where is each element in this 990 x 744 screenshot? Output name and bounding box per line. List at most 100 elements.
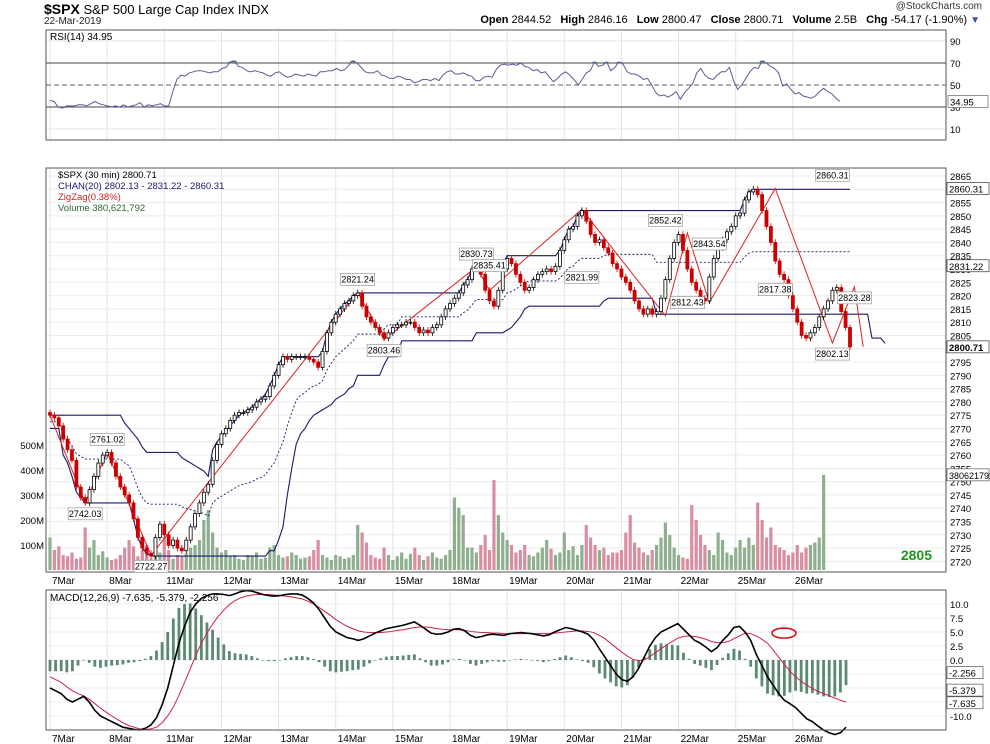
- volume-bar: [527, 555, 531, 570]
- macd-histogram-bar: [810, 660, 814, 694]
- macd-histogram-bar: [670, 644, 674, 660]
- volume-bar: [444, 555, 448, 570]
- price-right-label: 2800.71: [949, 343, 984, 354]
- volume-bar: [479, 545, 483, 570]
- macd-histogram-bar: [631, 660, 635, 678]
- price-y-tick-label: 2760: [950, 451, 971, 462]
- macd-histogram-bar: [777, 660, 781, 697]
- volume-bar: [606, 555, 610, 570]
- macd-histogram-bar: [547, 660, 551, 662]
- price-annotation-label: 2722.27: [135, 561, 168, 571]
- price-annotation-label: 2742.03: [69, 509, 102, 519]
- macd-histogram-bar: [805, 660, 809, 694]
- candle-body: [201, 491, 206, 504]
- volume-bar: [360, 532, 364, 570]
- chg-label: Chg: [866, 14, 888, 26]
- price-annotation-box: [648, 214, 683, 227]
- volume-bar: [294, 555, 298, 570]
- macd-histogram-bar: [838, 660, 842, 693]
- price-annotation-box: [89, 433, 125, 446]
- candle-body: [826, 300, 830, 310]
- green-annotation: 2805: [901, 547, 932, 563]
- price-annotation-label: 2835.41: [473, 261, 506, 271]
- macd-histogram-bar: [76, 660, 80, 666]
- price-y-tick-label: 2770: [950, 424, 971, 435]
- volume-bar: [83, 527, 87, 570]
- candle-body: [408, 321, 413, 324]
- macd-histogram-bar: [82, 660, 86, 661]
- price-y-tick-label: 2810: [950, 318, 971, 329]
- macd-histogram-bar: [519, 658, 523, 660]
- volume-bar: [48, 537, 52, 570]
- volume-bar: [382, 547, 386, 570]
- x-tick-label: 26Mar: [795, 576, 824, 587]
- candle-body: [223, 428, 228, 435]
- chg-value: -54.17 (-1.90%): [890, 14, 968, 26]
- candle-body: [817, 316, 822, 328]
- volume-bar: [501, 532, 505, 570]
- candle-body: [368, 316, 373, 323]
- symbol-name: S&P 500 Large Cap Index: [83, 2, 235, 17]
- candle-body: [96, 462, 101, 477]
- price-right-label-box: [946, 182, 990, 195]
- volume-bar: [386, 555, 391, 570]
- macd-histogram-bar: [502, 660, 506, 662]
- price-y-tick-label: 2815: [950, 305, 971, 316]
- rsi-last-value-label: 34.95: [950, 98, 974, 109]
- volume-bar: [668, 535, 672, 570]
- candle-body: [641, 308, 646, 315]
- candle-body: [298, 356, 303, 359]
- volume-bar: [351, 555, 355, 570]
- candle-body: [562, 239, 567, 251]
- x-tick-label: 20Mar: [566, 576, 595, 587]
- macd-y-tick-label: 2.5: [950, 642, 963, 653]
- rsi-y-tick-label: 10: [950, 125, 961, 136]
- macd-histogram-bar: [749, 660, 753, 667]
- volume-bar: [329, 560, 333, 570]
- volume-bar: [518, 550, 522, 570]
- price-annotation-label: 2812.43: [671, 298, 704, 308]
- candle-body: [390, 327, 395, 334]
- volume-bar: [791, 552, 795, 570]
- close-value: 2800.71: [743, 14, 784, 26]
- macd-histogram-bar: [205, 622, 209, 660]
- macd-histogram-bar: [351, 660, 355, 671]
- macd-histogram-bar: [239, 653, 242, 660]
- candle-body: [514, 263, 518, 275]
- volume-bar: [716, 532, 720, 570]
- zigzag-line: [49, 187, 864, 557]
- volume-bar: [615, 552, 619, 570]
- candle-body: [738, 212, 743, 217]
- candle-body: [804, 335, 808, 339]
- volume-bar: [553, 555, 558, 570]
- volume-last-label: 380621792: [949, 471, 990, 481]
- candle-body: [747, 191, 751, 201]
- dropdown-arrow-icon[interactable]: ▼: [970, 15, 980, 26]
- candle-body: [821, 308, 826, 318]
- volume-bar: [492, 480, 496, 570]
- volume-bar: [646, 555, 650, 570]
- volume-bar: [79, 557, 83, 570]
- macd-histogram-bar: [592, 660, 596, 668]
- candle-body: [751, 188, 756, 193]
- price-y-tick-label: 2790: [950, 371, 971, 382]
- macd-histogram-bar: [345, 660, 349, 672]
- high-label: High: [560, 14, 585, 26]
- macd-histogram-bar: [553, 658, 556, 660]
- macd-histogram-bar: [71, 660, 74, 672]
- volume-last-box: [946, 468, 990, 482]
- volume-bar: [263, 557, 267, 570]
- price-annotation-box: [837, 291, 872, 305]
- candle-body: [404, 321, 408, 326]
- macd-histogram-bar: [177, 607, 181, 660]
- volume-bar: [470, 547, 474, 570]
- macd-histogram-bar: [317, 660, 321, 663]
- candle-body: [571, 226, 575, 230]
- macd-right-label: -5.379: [949, 686, 976, 697]
- macd-histogram-bar: [54, 660, 58, 672]
- candle-body: [193, 513, 197, 528]
- volume-bar: [549, 548, 553, 570]
- price-legend-item: ZigZag(0.38%): [58, 192, 121, 203]
- candle-body: [92, 475, 96, 491]
- price-y-tick-label: 2740: [950, 504, 971, 515]
